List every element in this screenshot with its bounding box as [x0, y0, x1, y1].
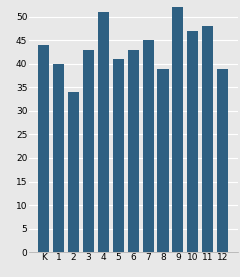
- Bar: [38, 45, 49, 252]
- Bar: [187, 31, 198, 252]
- Bar: [113, 59, 124, 252]
- Bar: [53, 64, 64, 252]
- Bar: [217, 69, 228, 252]
- Bar: [83, 50, 94, 252]
- Bar: [202, 26, 213, 252]
- Bar: [157, 69, 168, 252]
- Bar: [68, 92, 79, 252]
- Bar: [128, 50, 139, 252]
- Bar: [172, 7, 183, 252]
- Bar: [143, 40, 154, 252]
- Bar: [98, 12, 109, 252]
